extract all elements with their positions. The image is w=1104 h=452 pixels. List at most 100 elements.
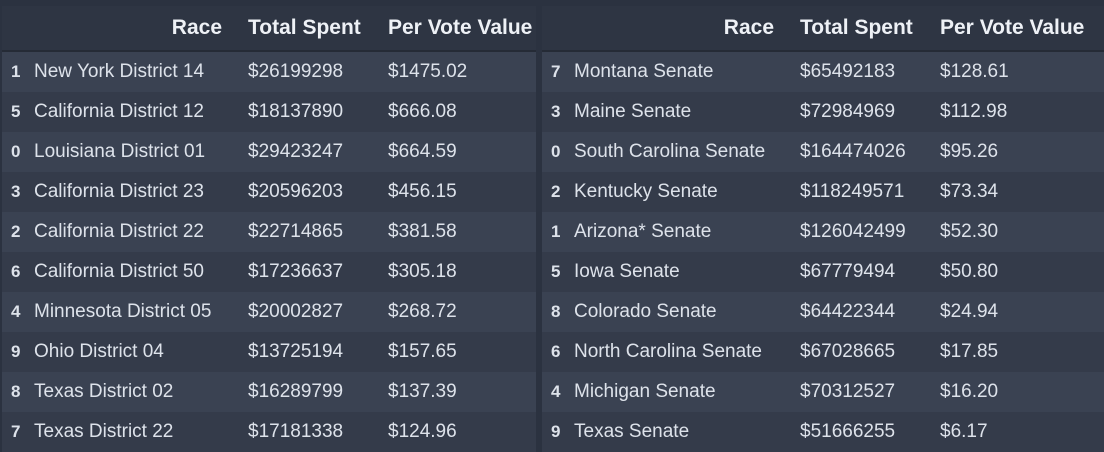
row-index: 1: [542, 212, 574, 252]
table-row: 2 Kentucky Senate $118249571 $73.34: [542, 172, 1104, 212]
per-vote-value-cell: $1475.02: [380, 52, 536, 92]
total-spent-cell: $29423247: [240, 132, 380, 172]
table-row: 3 Maine Senate $72984969 $112.98: [542, 92, 1104, 132]
row-index: 0: [2, 132, 34, 172]
total-spent-cell: $72984969: [792, 92, 932, 132]
total-spent-cell: $67779494: [792, 252, 932, 292]
race-cell: New York District 14: [34, 52, 240, 92]
per-vote-value-cell: $17.85: [932, 332, 1104, 372]
per-vote-value-cell: $52.30: [932, 212, 1104, 252]
per-vote-value-cell: $95.26: [932, 132, 1104, 172]
total-spent-header: Total Spent: [240, 6, 380, 52]
total-spent-cell: $17181338: [240, 412, 380, 452]
table-row: 4 Minnesota District 05 $20002827 $268.72: [2, 292, 536, 332]
row-index: 1: [2, 52, 34, 92]
total-spent-cell: $51666255: [792, 412, 932, 452]
race-cell: Iowa Senate: [574, 252, 792, 292]
table-header-row: Race Total Spent Per Vote Value: [542, 6, 1104, 52]
row-index: 3: [2, 172, 34, 212]
table-row: 5 California District 12 $18137890 $666.08: [2, 92, 536, 132]
table-row: 8 Colorado Senate $64422344 $24.94: [542, 292, 1104, 332]
total-spent-cell: $13725194: [240, 332, 380, 372]
row-index: 7: [542, 52, 574, 92]
row-index: 4: [2, 292, 34, 332]
total-spent-cell: $17236637: [240, 252, 380, 292]
row-index: 2: [542, 172, 574, 212]
per-vote-value-cell: $456.15: [380, 172, 536, 212]
per-vote-value-header: Per Vote Value: [380, 6, 536, 52]
total-spent-cell: $16289799: [240, 372, 380, 412]
race-cell: Arizona* Senate: [574, 212, 792, 252]
table-row: 9 Ohio District 04 $13725194 $157.65: [2, 332, 536, 372]
total-spent-cell: $18137890: [240, 92, 380, 132]
house-races-table: Race Total Spent Per Vote Value 1 New York …: [2, 6, 536, 452]
per-vote-value-cell: $24.94: [932, 292, 1104, 332]
race-cell: California District 23: [34, 172, 240, 212]
per-vote-value-cell: $666.08: [380, 92, 536, 132]
table-row: 1 Arizona* Senate $126042499 $52.30: [542, 212, 1104, 252]
total-spent-cell: $65492183: [792, 52, 932, 92]
total-spent-header: Total Spent: [792, 6, 932, 52]
row-index: 5: [2, 92, 34, 132]
per-vote-value-cell: $128.61: [932, 52, 1104, 92]
index-header: [2, 6, 34, 52]
table-row: 1 New York District 14 $26199298 $1475.02: [2, 52, 536, 92]
race-header: Race: [34, 6, 240, 52]
total-spent-cell: $126042499: [792, 212, 932, 252]
total-spent-cell: $164474026: [792, 132, 932, 172]
race-cell: Maine Senate: [574, 92, 792, 132]
per-vote-value-header: Per Vote Value: [932, 6, 1104, 52]
race-cell: Kentucky Senate: [574, 172, 792, 212]
row-index: 0: [542, 132, 574, 172]
race-cell: Michigan Senate: [574, 372, 792, 412]
race-cell: South Carolina Senate: [574, 132, 792, 172]
index-header: [542, 6, 574, 52]
total-spent-cell: $20002827: [240, 292, 380, 332]
race-header: Race: [574, 6, 792, 52]
race-cell: Texas District 22: [34, 412, 240, 452]
table-row: 7 Texas District 22 $17181338 $124.96: [2, 412, 536, 452]
total-spent-cell: $67028665: [792, 332, 932, 372]
row-index: 6: [2, 252, 34, 292]
per-vote-value-cell: $124.96: [380, 412, 536, 452]
race-cell: California District 12: [34, 92, 240, 132]
race-cell: California District 50: [34, 252, 240, 292]
total-spent-cell: $22714865: [240, 212, 380, 252]
per-vote-value-cell: $381.58: [380, 212, 536, 252]
per-vote-value-cell: $305.18: [380, 252, 536, 292]
total-spent-cell: $64422344: [792, 292, 932, 332]
total-spent-cell: $70312527: [792, 372, 932, 412]
table-row: 2 California District 22 $22714865 $381.58: [2, 212, 536, 252]
total-spent-cell: $20596203: [240, 172, 380, 212]
per-vote-value-cell: $6.17: [932, 412, 1104, 452]
per-vote-value-cell: $16.20: [932, 372, 1104, 412]
total-spent-cell: $26199298: [240, 52, 380, 92]
per-vote-value-cell: $137.39: [380, 372, 536, 412]
per-vote-value-cell: $112.98: [932, 92, 1104, 132]
table-row: 5 Iowa Senate $67779494 $50.80: [542, 252, 1104, 292]
row-index: 2: [2, 212, 34, 252]
table-row: 7 Montana Senate $65492183 $128.61: [542, 52, 1104, 92]
race-cell: Colorado Senate: [574, 292, 792, 332]
row-index: 4: [542, 372, 574, 412]
row-index: 6: [542, 332, 574, 372]
row-index: 5: [542, 252, 574, 292]
per-vote-value-cell: $664.59: [380, 132, 536, 172]
table-row: 9 Texas Senate $51666255 $6.17: [542, 412, 1104, 452]
table-row: 0 South Carolina Senate $164474026 $95.26: [542, 132, 1104, 172]
race-cell: Texas District 02: [34, 372, 240, 412]
row-index: 9: [542, 412, 574, 452]
table-row: 6 North Carolina Senate $67028665 $17.85: [542, 332, 1104, 372]
table-row: 0 Louisiana District 01 $29423247 $664.59: [2, 132, 536, 172]
race-cell: Minnesota District 05: [34, 292, 240, 332]
total-spent-cell: $118249571: [792, 172, 932, 212]
per-vote-value-cell: $50.80: [932, 252, 1104, 292]
row-index: 8: [542, 292, 574, 332]
row-index: 7: [2, 412, 34, 452]
race-cell: Louisiana District 01: [34, 132, 240, 172]
table-row: 8 Texas District 02 $16289799 $137.39: [2, 372, 536, 412]
row-index: 3: [542, 92, 574, 132]
per-vote-value-cell: $73.34: [932, 172, 1104, 212]
per-vote-value-cell: $157.65: [380, 332, 536, 372]
